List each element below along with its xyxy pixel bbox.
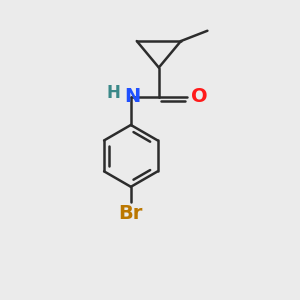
Text: H: H (107, 84, 121, 102)
Text: N: N (124, 88, 140, 106)
Text: O: O (191, 88, 208, 106)
Text: Br: Br (119, 205, 143, 224)
